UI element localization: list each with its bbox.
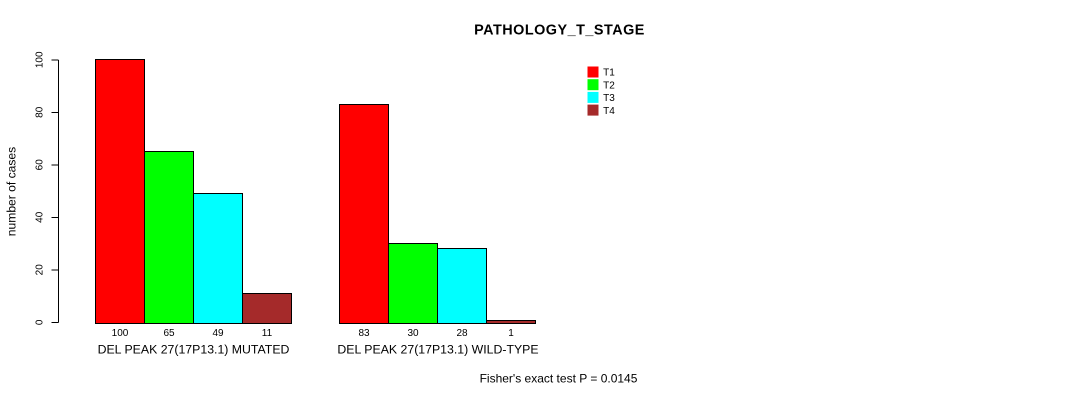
svg-text:T3: T3 <box>603 93 615 104</box>
svg-text:DEL PEAK 27(17P13.1) MUTATED: DEL PEAK 27(17P13.1) MUTATED <box>98 342 290 356</box>
svg-text:1: 1 <box>508 328 514 339</box>
svg-text:T4: T4 <box>603 106 615 117</box>
svg-text:number of cases: number of cases <box>5 147 19 236</box>
svg-text:0: 0 <box>35 319 46 325</box>
svg-text:83: 83 <box>358 328 370 339</box>
svg-text:T2: T2 <box>603 80 615 91</box>
svg-text:28: 28 <box>456 328 468 339</box>
svg-text:100: 100 <box>35 51 46 68</box>
svg-text:100: 100 <box>112 328 129 339</box>
svg-text:30: 30 <box>407 328 419 339</box>
svg-text:60: 60 <box>35 159 46 171</box>
svg-text:PATHOLOGY_T_STAGE: PATHOLOGY_T_STAGE <box>474 23 645 39</box>
svg-text:20: 20 <box>35 264 46 276</box>
svg-text:DEL PEAK 27(17P13.1) WILD-TYPE: DEL PEAK 27(17P13.1) WILD-TYPE <box>337 342 538 356</box>
svg-text:40: 40 <box>35 211 46 223</box>
svg-text:49: 49 <box>212 328 224 339</box>
svg-text:Fisher's exact test P = 0.0145: Fisher's exact test P = 0.0145 <box>480 372 638 386</box>
svg-text:T1: T1 <box>603 68 615 79</box>
svg-text:65: 65 <box>163 328 175 339</box>
svg-text:80: 80 <box>35 106 46 118</box>
svg-text:11: 11 <box>262 328 273 339</box>
